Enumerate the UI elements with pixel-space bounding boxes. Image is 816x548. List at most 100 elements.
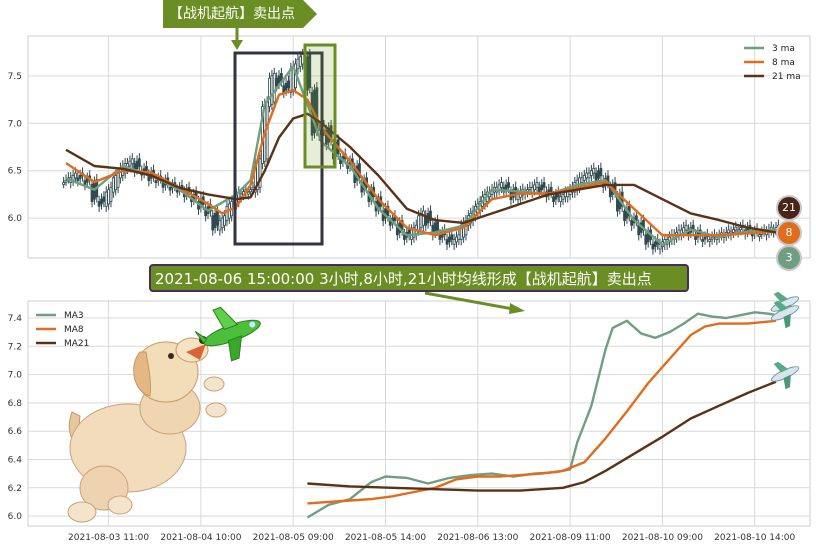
candle-body (128, 160, 132, 167)
candle-body (507, 182, 510, 188)
y-tick-label: 6.4 (8, 455, 23, 465)
mid-banner-arrow (424, 291, 525, 314)
candle-body (450, 234, 454, 240)
candle-body (403, 234, 406, 240)
candle-body (758, 234, 761, 238)
candle-body (651, 243, 655, 250)
candle-body (658, 243, 662, 250)
candle-body (500, 182, 503, 188)
legend-label: 8 ma (772, 58, 795, 68)
candle-body (582, 175, 586, 181)
candle-body (100, 198, 103, 205)
candle-body (578, 177, 581, 188)
legend-label: MA8 (64, 325, 84, 335)
x-tick-label: 2021-08-05 09:00 (253, 533, 334, 543)
top-sell-point-banner: 【战机起航】卖出点 (163, 0, 303, 28)
top-ma-lines (65, 65, 777, 246)
candle-body (457, 234, 461, 240)
candle-body (734, 226, 738, 231)
candle-body (715, 237, 719, 241)
candle-body (137, 158, 141, 167)
candle-body (561, 194, 565, 200)
y-tick-label: 7.5 (8, 72, 22, 82)
x-tick-label: 2021-08-10 14:00 (714, 533, 795, 543)
candle-body (549, 186, 553, 193)
candle-body (540, 184, 544, 191)
candle-body (111, 177, 115, 193)
candle-body (727, 229, 731, 234)
candle-body (552, 196, 555, 202)
bottom-ma-lines (306, 311, 777, 519)
x-tick-label: 2021-08-04 10:00 (160, 533, 241, 543)
y-tick-label: 6.5 (8, 167, 22, 177)
candle-body (703, 236, 707, 240)
candle-body (78, 175, 82, 179)
candle-body (585, 172, 589, 179)
candle-body (708, 239, 712, 242)
top-legend: 3 ma 8 ma 21 ma (744, 44, 801, 82)
legend-label: 21 ma (772, 72, 801, 82)
x-tick-label: 2021-08-06 13:00 (437, 533, 518, 543)
candle-body (653, 241, 657, 248)
candle-body (301, 54, 305, 65)
candle-body (528, 186, 532, 190)
legend-label: MA21 (64, 339, 89, 349)
y-tick-label: 7.0 (8, 119, 23, 129)
candle-body (62, 182, 66, 185)
candle-body (566, 191, 570, 198)
candle-body (298, 56, 302, 67)
candle-body (530, 186, 534, 193)
candle-body (592, 167, 596, 174)
candle-body (161, 182, 165, 188)
x-tick-label: 2021-08-09 11:00 (530, 533, 611, 543)
candle-body (83, 180, 87, 185)
candle-body (455, 236, 458, 243)
candle-body (74, 172, 77, 179)
candle-body (114, 175, 118, 191)
candle-body (537, 186, 541, 193)
candle-body (216, 210, 219, 226)
sell-point-box (303, 43, 337, 169)
candle-body (504, 184, 508, 191)
candle-body (587, 172, 591, 179)
candle-body (284, 83, 288, 91)
y-tick-label: 7.2 (8, 342, 22, 352)
candle-body (154, 180, 158, 184)
y-tick-label: 6.6 (8, 427, 23, 437)
x-tick-label: 2021-08-10 09:00 (622, 533, 703, 543)
candle-body (597, 170, 600, 179)
candle-body (623, 210, 626, 221)
airplane-icon (770, 361, 800, 390)
candle-body (104, 191, 108, 207)
top-y-ticks: 6.0 6.5 7.0 7.5 (8, 72, 23, 224)
candle-body (223, 215, 226, 226)
candle-body (145, 166, 148, 171)
candle-body (116, 172, 120, 188)
top-banner-arrow (231, 27, 243, 50)
y-tick-label: 6.0 (8, 214, 23, 224)
ma21-badge: 21 (776, 195, 802, 221)
candle-body (168, 186, 172, 191)
candle-body (421, 210, 425, 226)
y-tick-label: 6.0 (8, 512, 23, 522)
candle-body (599, 167, 603, 177)
top-banner-arrow-tip (303, 0, 317, 28)
candle-body (270, 75, 274, 105)
candle-body (175, 189, 179, 193)
candle-body (272, 73, 276, 103)
candle-body (445, 239, 449, 245)
candle-body (642, 220, 645, 231)
candle-body (637, 224, 641, 236)
x-tick-label: 2021-08-05 14:00 (345, 533, 426, 543)
candle-body (590, 170, 593, 176)
top-grid (28, 36, 810, 258)
candle-body (258, 158, 262, 188)
y-tick-label: 7.4 (8, 314, 23, 324)
bottom-y-ticks: 6.0 6.2 6.4 6.6 6.8 7.0 7.2 7.4 (8, 314, 23, 522)
series-line-ma21 (307, 380, 777, 492)
candle-body (282, 85, 286, 93)
candle-body (580, 177, 584, 183)
series-line-3ma (65, 65, 777, 246)
candle-body (135, 160, 139, 170)
